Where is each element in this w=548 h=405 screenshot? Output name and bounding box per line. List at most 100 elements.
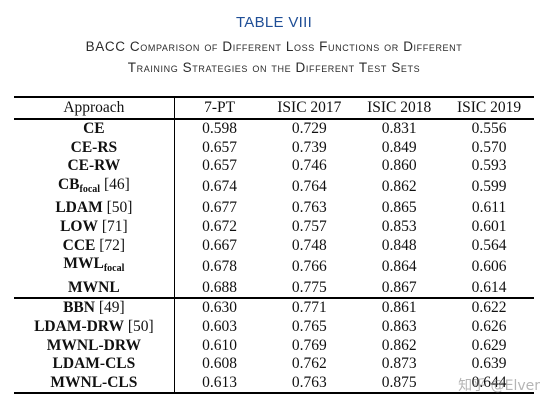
value-cell: 0.763	[291, 199, 327, 217]
value-cell: 0.771	[264, 297, 355, 318]
table-number: TABLE VIII	[235, 14, 313, 31]
value-cell: 0.556	[471, 120, 507, 137]
value-cell: 0.764	[291, 178, 327, 196]
value-cell: 0.865	[381, 199, 417, 217]
value-cell: 0.769	[291, 336, 327, 354]
approach-cell: CCE [72]	[14, 236, 175, 256]
approach-cell: MWLfocal	[14, 255, 175, 279]
approach-cell: BBN [49]	[14, 297, 175, 318]
value-cell: 0.873	[381, 355, 417, 373]
results-table: Approach 7-PT ISIC 2017 ISIC 2018 ISIC 2…	[14, 96, 534, 395]
table-row: MWNL-DRW 0.610 0.769 0.862 0.629	[14, 336, 534, 356]
table-row: MWLfocal 0.678 0.766 0.864 0.606	[14, 255, 534, 279]
value-cell: 0.775	[291, 278, 327, 296]
table-row: MWNL-CLS 0.613 0.763 0.875 0.644	[14, 373, 534, 395]
table-row: CE-RS 0.657 0.739 0.849 0.570	[14, 138, 534, 158]
value-cell: 0.757	[291, 217, 327, 235]
value-cell: 0.593	[471, 157, 507, 175]
value-cell: 0.626	[471, 317, 507, 335]
table-row: CE 0.598 0.729 0.831 0.556	[14, 119, 534, 139]
value-cell: 0.629	[471, 336, 507, 354]
value-cell: 0.848	[381, 236, 417, 254]
value-cell: 0.678	[202, 257, 238, 275]
method-reference: [50]	[106, 199, 133, 217]
table-row: LDAM-CLS 0.608 0.762 0.873 0.639	[14, 355, 534, 374]
value-cell: 0.831	[381, 120, 417, 137]
method-subscript: focal	[79, 183, 101, 195]
value-cell: 0.766	[291, 257, 327, 275]
method-name: LDAM	[55, 199, 103, 217]
method-reference: [49]	[98, 299, 125, 317]
value-cell: 0.667	[202, 236, 238, 254]
value-cell: 0.763	[264, 373, 355, 395]
value-cell: 0.622	[444, 297, 534, 318]
table-row: LDAM [50] 0.677 0.763 0.865 0.611	[14, 199, 534, 218]
value-cell: 0.860	[381, 157, 417, 175]
approach-cell: MWNL	[14, 278, 175, 299]
approach-cell: CE-RS	[14, 138, 175, 158]
approach-cell: CE-RW	[14, 157, 175, 176]
method-reference: [50]	[127, 317, 154, 335]
method-name: BBN	[63, 299, 95, 317]
method-name: CCE	[62, 236, 96, 254]
value-cell: 0.672	[202, 217, 238, 235]
approach-cell: LDAM-CLS	[14, 355, 175, 374]
header-isic2018: ISIC 2018	[354, 96, 445, 120]
value-cell: 0.863	[381, 317, 417, 335]
value-cell: 0.853	[381, 217, 417, 235]
header-isic2017: ISIC 2017	[264, 96, 355, 120]
value-cell: 0.564	[471, 236, 507, 254]
table-row: MWNL 0.688 0.775 0.867 0.614	[14, 278, 534, 299]
value-cell: 0.765	[291, 317, 327, 335]
method-name: CB	[57, 175, 80, 193]
method-reference: [72]	[99, 236, 126, 254]
header-approach: Approach	[14, 96, 175, 120]
method-name: MWNL	[68, 278, 120, 296]
value-cell: 0.746	[291, 157, 327, 175]
value-cell: 0.657	[202, 157, 238, 175]
header-isic2019: ISIC 2019	[444, 96, 534, 120]
method-reference: [46]	[103, 175, 130, 193]
value-cell: 0.674	[202, 178, 238, 196]
value-cell: 0.630	[174, 297, 265, 318]
value-cell: 0.729	[291, 120, 327, 137]
table-title: BACC Comparison of Different Loss Functi…	[0, 36, 548, 78]
value-cell: 0.614	[471, 278, 507, 296]
watermark: 知乎 @Elver	[458, 378, 540, 394]
table-title-line-2: Training Strategies on the Different Tes…	[127, 60, 421, 75]
approach-cell: LDAM-DRW [50]	[14, 317, 175, 337]
value-cell: 0.867	[381, 278, 417, 296]
approach-cell: LOW [71]	[14, 217, 175, 237]
table-row: CE-RW 0.657 0.746 0.860 0.593	[14, 157, 534, 176]
method-subscript: focal	[103, 263, 125, 275]
method-name: CE	[83, 120, 105, 137]
value-cell: 0.603	[202, 317, 238, 335]
table-row: LDAM-DRW [50] 0.603 0.765 0.863 0.626	[14, 317, 534, 337]
method-name: LDAM-DRW	[34, 317, 124, 335]
value-cell: 0.739	[291, 138, 327, 156]
value-cell: 0.606	[471, 257, 507, 275]
value-cell: 0.861	[354, 297, 445, 318]
value-cell: 0.864	[381, 257, 417, 275]
method-name: CE-RW	[67, 157, 121, 175]
value-cell: 0.639	[471, 355, 507, 373]
value-cell: 0.862	[381, 178, 417, 196]
value-cell: 0.608	[202, 355, 238, 373]
loss-function-group: CE 0.598 0.729 0.831 0.556 CE-RS 0.657 0.739 0.8…	[14, 119, 534, 299]
value-cell: 0.570	[471, 138, 507, 156]
value-cell: 0.657	[202, 138, 238, 156]
method-reference: [71]	[101, 217, 128, 235]
value-cell: 0.644	[444, 373, 534, 395]
value-cell: 0.613	[174, 373, 265, 395]
method-name: LOW	[60, 217, 98, 235]
training-strategy-group: BBN [49] 0.630 0.771 0.861 0.622 LDAM-DRW [50…	[14, 297, 534, 395]
value-cell: 0.611	[471, 199, 507, 217]
approach-cell: MWNL-DRW	[14, 336, 175, 356]
method-name: MWL	[63, 255, 104, 273]
table-row: LOW [71] 0.672 0.757 0.853 0.601	[14, 217, 534, 237]
table-title-line-1: BACC Comparison of Different Loss Functi…	[85, 39, 463, 54]
approach-cell: MWNL-CLS	[14, 373, 175, 395]
approach-cell: CBfocal [46]	[14, 175, 175, 200]
value-cell: 0.601	[471, 217, 507, 235]
value-cell: 0.598	[202, 120, 238, 137]
